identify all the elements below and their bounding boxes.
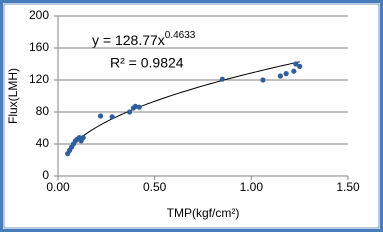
r-squared: R² = 0.9824 — [110, 55, 184, 71]
y-tick-label: 200 — [29, 8, 49, 22]
data-point — [80, 135, 86, 141]
data-point — [126, 109, 133, 115]
chart-border — [0, 0, 383, 232]
y-tick-label: 40 — [36, 136, 50, 150]
x-tick-label: 0.50 — [143, 180, 167, 194]
page: {"chart_data": { "type": "scatter", "x_l… — [0, 0, 383, 232]
chart-inner-border — [3, 3, 380, 229]
data-point — [291, 68, 297, 74]
data-point — [260, 77, 266, 83]
y-tick-label: 80 — [36, 104, 50, 118]
trend-equation: y = 128.77x0.4633 — [92, 30, 196, 48]
y-tick-label: 160 — [29, 40, 49, 54]
data-point — [283, 71, 289, 77]
chart: Flux(LMH) TMP(kgf/cm²) y = 128.77x0.4633… — [0, 0, 383, 232]
y-tick-label: 120 — [29, 72, 49, 86]
equation-text: y = 128.77x — [92, 32, 165, 48]
x-tick-label: 0.00 — [46, 180, 70, 194]
y-axis-title: Flux(LMH) — [6, 68, 20, 124]
data-point — [136, 104, 142, 110]
x-axis-title: TMP(kgf/cm²) — [167, 206, 240, 220]
data-point — [293, 61, 299, 67]
x-tick-label: 1.50 — [336, 180, 360, 194]
data-point — [219, 76, 225, 82]
data-point — [132, 103, 138, 109]
data-point — [109, 114, 115, 120]
data-point — [97, 113, 104, 119]
equation-exponent: 0.4633 — [165, 30, 196, 41]
y-tick-label: 0 — [42, 168, 49, 182]
data-point — [297, 63, 303, 69]
trendline — [67, 61, 300, 151]
x-tick-label: 1.00 — [240, 180, 264, 194]
data-point — [277, 73, 283, 79]
